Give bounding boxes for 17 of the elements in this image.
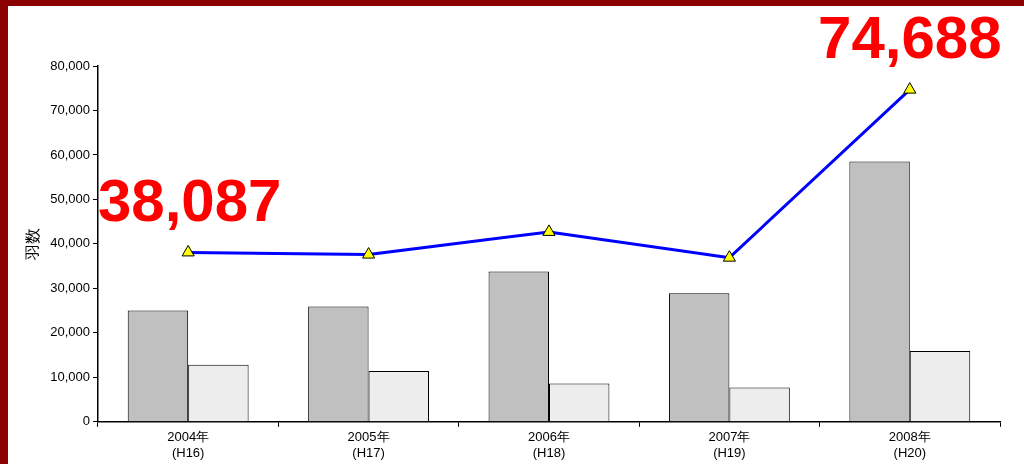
y-tick-label: 80,000 bbox=[50, 57, 90, 73]
x-tick-label: 2005年 (H17) bbox=[347, 429, 390, 460]
y-tick-label: 20,000 bbox=[50, 324, 90, 340]
y-tick-label: 50,000 bbox=[50, 191, 90, 206]
annotation: 38,087 bbox=[97, 166, 282, 234]
y-tick-label: 0 bbox=[82, 413, 90, 429]
y-tick-label: 10,000 bbox=[50, 368, 90, 384]
y-axis-title: 羽数 bbox=[22, 227, 42, 261]
x-tick-label: 2004年 (H16) bbox=[167, 429, 210, 460]
y-tick-label: 40,000 bbox=[50, 235, 90, 251]
x-tick-label: 2008年 (H20) bbox=[888, 429, 931, 460]
x-tick-label: 2006年 (H18) bbox=[528, 429, 570, 460]
y-tick-label: 70,000 bbox=[50, 102, 90, 118]
y-tick-label: 60,000 bbox=[50, 146, 90, 162]
annotation: 74,688 bbox=[818, 4, 1002, 72]
y-tick-label: 30,000 bbox=[50, 279, 90, 295]
x-tick-label: 2007年 (H19) bbox=[708, 429, 751, 460]
